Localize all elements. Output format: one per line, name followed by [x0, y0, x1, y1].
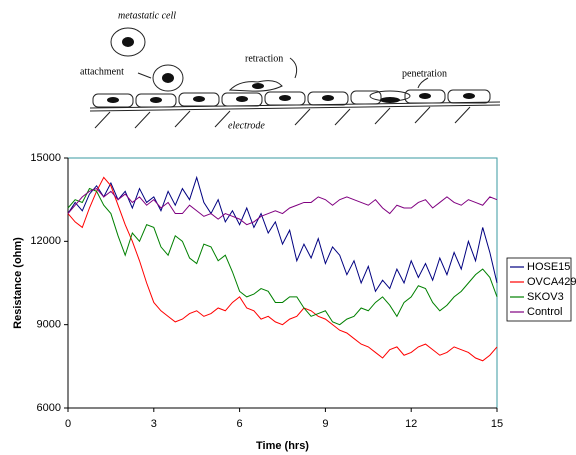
- diagram-label: attachment: [80, 66, 124, 77]
- x-tick-label: 12: [405, 418, 417, 430]
- diagram: metastatic cell attachment retraction pe…: [80, 10, 501, 131]
- electrode-hatch: [94, 106, 471, 129]
- x-tick-label: 0: [65, 418, 71, 430]
- legend-label: OVCA429: [527, 276, 576, 288]
- x-tick-label: 6: [237, 418, 243, 430]
- y-tick-label: 6000: [37, 402, 61, 414]
- nucleus: [122, 37, 134, 47]
- x-axis-label: Time (hrs): [256, 440, 309, 452]
- data-line: [67, 175, 498, 293]
- data-line: [67, 176, 498, 362]
- plot-frame: [67, 157, 498, 409]
- data-line: [67, 187, 498, 326]
- y-tick-label: 12000: [30, 235, 61, 247]
- y-tick-label: 15000: [30, 152, 61, 164]
- diagram-label: electrode: [228, 120, 265, 131]
- arrow: [417, 77, 429, 89]
- cell-layer: [92, 89, 491, 108]
- electrode-surface: [89, 104, 501, 112]
- legend-label: Control: [527, 306, 562, 318]
- diagram-label: retraction: [245, 53, 283, 64]
- x-tick-label: 15: [491, 418, 503, 430]
- nucleus: [252, 83, 264, 89]
- metastatic-cell: [110, 27, 146, 57]
- x-tick-label: 9: [322, 418, 328, 430]
- nuclei: [107, 93, 475, 103]
- legend-label: SKOV3: [527, 291, 564, 303]
- diagram-label: penetration: [402, 68, 447, 79]
- data-line: [67, 187, 498, 226]
- y-tick-label: 9000: [37, 319, 61, 331]
- legend-label: HOSE15: [527, 261, 570, 273]
- attached-cell: [152, 64, 184, 92]
- x-tick-label: 3: [151, 418, 157, 430]
- legend-box: [506, 257, 572, 322]
- arrow: [289, 57, 298, 79]
- nucleus: [162, 73, 174, 83]
- arrow: [137, 72, 152, 79]
- diagram-label: metastatic cell: [118, 10, 176, 21]
- y-axis-label: Resistance (ohm): [12, 237, 24, 329]
- retracting-cell: [228, 80, 283, 92]
